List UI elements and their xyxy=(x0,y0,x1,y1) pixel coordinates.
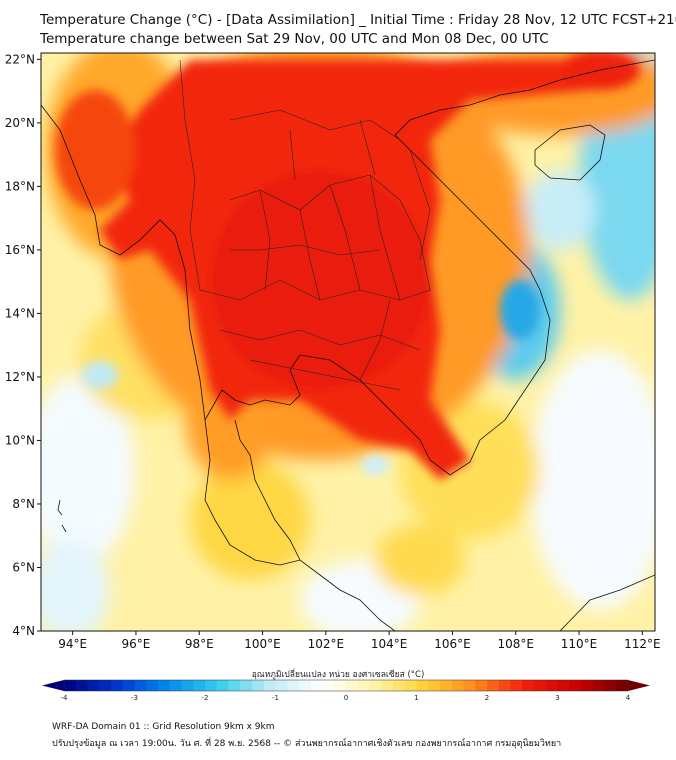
colorbar-swatch xyxy=(252,680,265,691)
colorbar-swatch xyxy=(487,680,500,691)
lon-tick-label: 96°E xyxy=(122,637,151,651)
colorbar-swatch xyxy=(534,680,547,691)
colorbar-swatch xyxy=(99,680,112,691)
colorbar-swatch xyxy=(146,680,159,691)
lon-tick-label: 102°E xyxy=(308,637,345,651)
footer-credit: ปรับปรุงข้อมูล ณ เวลา 19:00น. วัน ศ. ที่… xyxy=(52,739,562,749)
lat-tick-label: 6°N xyxy=(12,560,35,574)
colorbar-tick-label: 2 xyxy=(485,694,489,702)
lat-tick-label: 18°N xyxy=(5,179,35,193)
lon-tick-label: 94°E xyxy=(58,637,87,651)
colorbar-tick-label: 0 xyxy=(344,694,348,702)
map-subtitle: Temperature change between Sat 29 Nov, 0… xyxy=(40,31,549,47)
colorbar-max-arrow xyxy=(628,680,650,691)
colorbar: -4 -3 -2 -1 0 1 2 3 4 xyxy=(42,679,650,702)
colorbar-tick-label: -1 xyxy=(272,694,279,702)
colorbar-swatch xyxy=(169,680,182,691)
lat-tick-label: 22°N xyxy=(5,52,35,66)
coastlines xyxy=(41,59,655,631)
colorbar-swatch xyxy=(64,680,77,691)
colorbar-swatch xyxy=(299,680,312,691)
colorbar-outline xyxy=(63,679,629,692)
colorbar-tick-label: 3 xyxy=(555,694,559,702)
latitude-axis: 22°N 20°N 18°N 16°N 14°N 12°N 10°N 8°N 6°N 4°N xyxy=(5,52,41,638)
colorbar-swatch xyxy=(557,680,570,691)
colorbar-swatch xyxy=(498,680,511,691)
colorbar-swatch xyxy=(440,680,453,691)
longitude-axis: 94°E 96°E 98°E 100°E 102°E 104°E 106°E 108°E 110… xyxy=(58,631,661,651)
colorbar-swatch xyxy=(416,680,429,691)
lon-tick-label: 104°E xyxy=(371,637,408,651)
lon-tick-label: 100°E xyxy=(244,637,281,651)
colorbar-swatch xyxy=(545,680,558,691)
colorbar-swatch xyxy=(522,680,535,691)
map-frame xyxy=(40,52,656,632)
colorbar-title: อุณหภูมิเปลี่ยนแปลง หน่วย องศาเซลเซียส (… xyxy=(251,670,425,680)
colorbar-swatch xyxy=(181,680,194,691)
colorbar-swatch xyxy=(275,680,288,691)
colorbar-swatch xyxy=(463,680,476,691)
lat-tick-label: 20°N xyxy=(5,116,35,130)
temperature-field xyxy=(41,53,655,631)
lon-tick-label: 112°E xyxy=(624,637,661,651)
colorbar-swatch xyxy=(616,680,629,691)
colorbar-tick-label: 4 xyxy=(626,694,631,702)
colorbar-swatch xyxy=(87,680,100,691)
colorbar-swatch xyxy=(216,680,229,691)
colorbar-swatch xyxy=(111,680,124,691)
colorbar-min-arrow xyxy=(42,680,64,691)
colorbar-swatch xyxy=(75,680,88,691)
colorbar-swatch xyxy=(134,680,147,691)
colorbar-swatch xyxy=(475,680,488,691)
colorbar-swatch xyxy=(428,680,441,691)
colorbar-swatch xyxy=(322,680,335,691)
colorbar-swatch xyxy=(381,680,394,691)
colorbar-tick-label: 1 xyxy=(414,694,418,702)
colorbar-swatch xyxy=(228,680,241,691)
lat-tick-label: 10°N xyxy=(5,433,35,447)
colorbar-swatch xyxy=(205,680,218,691)
colorbar-swatch xyxy=(581,680,594,691)
colorbar-swatch xyxy=(569,680,582,691)
lon-tick-label: 106°E xyxy=(434,637,471,651)
colorbar-swatch xyxy=(240,680,253,691)
colorbar-swatch xyxy=(451,680,464,691)
colorbar-tick-label: -4 xyxy=(61,694,69,702)
lat-tick-label: 4°N xyxy=(12,624,35,638)
colorbar-tick-label: -2 xyxy=(202,694,209,702)
lat-tick-label: 8°N xyxy=(12,497,35,511)
colorbar-swatch xyxy=(158,680,171,691)
colorbar-swatch xyxy=(592,680,605,691)
lat-tick-label: 14°N xyxy=(5,306,35,320)
colorbar-swatch xyxy=(604,680,617,691)
colorbar-swatch xyxy=(369,680,382,691)
colorbar-swatch xyxy=(193,680,206,691)
map-title: Temperature Change (°C) - [Data Assimila… xyxy=(40,12,676,28)
colorbar-swatch xyxy=(357,680,370,691)
province-borders xyxy=(179,59,431,391)
colorbar-swatch xyxy=(404,680,417,691)
colorbar-tick-label: -3 xyxy=(131,694,138,702)
lon-tick-label: 98°E xyxy=(185,637,214,651)
lon-tick-label: 110°E xyxy=(561,637,598,651)
lat-tick-label: 12°N xyxy=(5,370,35,384)
colorbar-swatch xyxy=(510,680,523,691)
colorbar-swatch xyxy=(263,680,276,691)
colorbar-swatch xyxy=(310,680,323,691)
colorbar-swatch xyxy=(393,680,406,691)
lat-tick-label: 16°N xyxy=(5,243,35,257)
colorbar-swatch xyxy=(122,680,135,691)
lon-tick-label: 108°E xyxy=(497,637,534,651)
footer-model-info: WRF-DA Domain 01 :: Grid Resolution 9km … xyxy=(52,722,275,732)
colorbar-swatch xyxy=(287,680,300,691)
colorbar-swatch xyxy=(346,680,359,691)
colorbar-swatch xyxy=(334,680,347,691)
